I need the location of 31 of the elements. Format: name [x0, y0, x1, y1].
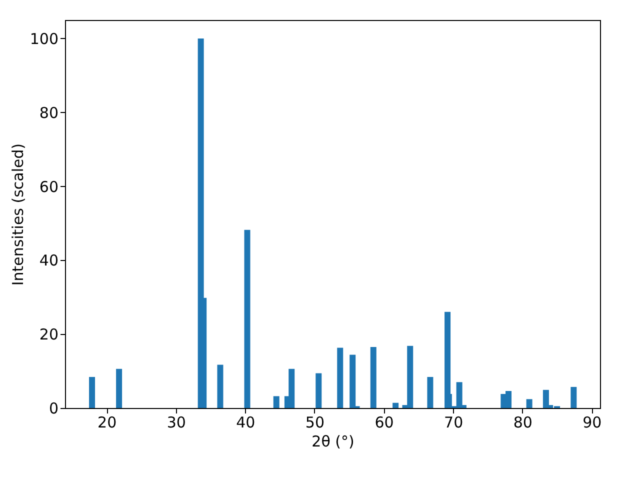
- bar: [370, 347, 376, 408]
- bar: [427, 376, 434, 408]
- y-tick-label: 80: [39, 104, 58, 122]
- x-tick-label: 30: [166, 414, 186, 432]
- y-tick-label: 60: [39, 178, 58, 196]
- bar: [316, 373, 322, 408]
- y-tick-label: 0: [48, 400, 58, 418]
- bar: [116, 368, 122, 408]
- bar: [526, 399, 532, 408]
- x-tick-label: 50: [305, 414, 325, 432]
- y-tick-label: 40: [39, 252, 58, 270]
- y-tick-label: 20: [39, 326, 58, 344]
- x-tick-label: 70: [444, 414, 464, 432]
- bar: [542, 390, 549, 408]
- bar: [217, 364, 224, 408]
- x-tick-label: 40: [236, 414, 256, 432]
- x-tick-label: 80: [513, 414, 532, 432]
- bar: [288, 368, 295, 408]
- bar: [89, 376, 96, 408]
- bar: [570, 386, 577, 408]
- x-axis-title: 2θ (°): [312, 432, 354, 450]
- y-axis-title: Intensities (scaled): [8, 143, 27, 286]
- y-tick-label: 100: [30, 30, 58, 48]
- bar: [392, 402, 399, 408]
- bar: [273, 396, 280, 408]
- bar: [350, 354, 356, 408]
- x-tick-label: 20: [98, 414, 117, 432]
- x-tick-label: 90: [582, 414, 602, 432]
- bar: [337, 348, 344, 408]
- x-tick-label: 60: [374, 414, 394, 432]
- bar: [244, 230, 250, 408]
